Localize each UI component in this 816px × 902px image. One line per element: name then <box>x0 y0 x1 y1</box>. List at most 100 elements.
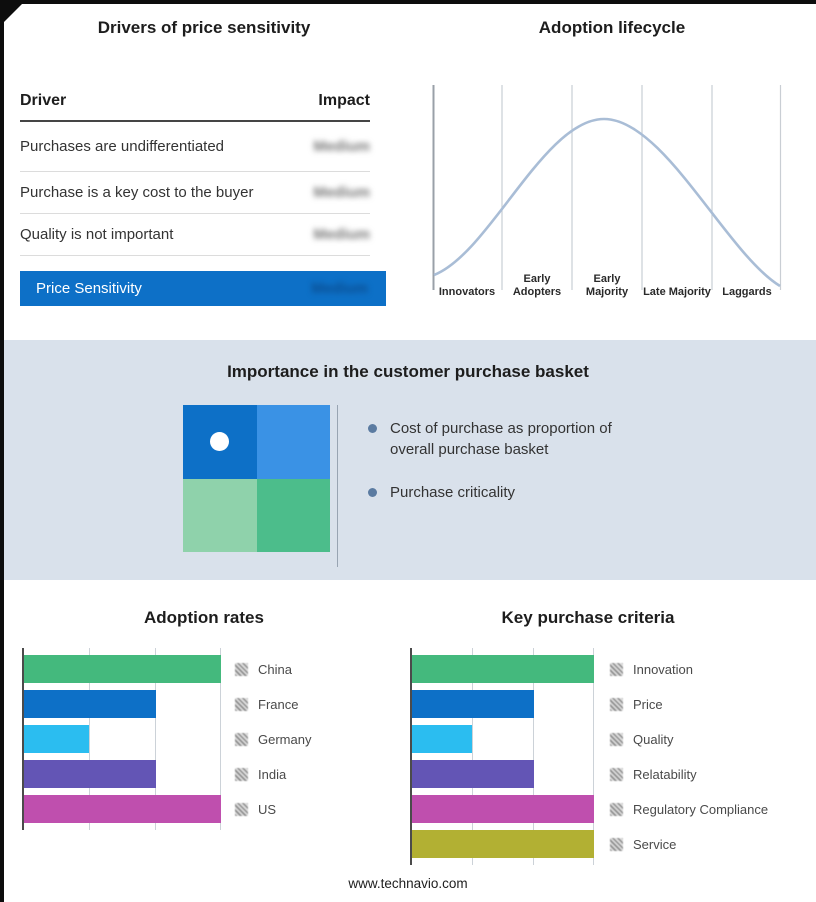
adoption-lifecycle-panel: Adoption lifecycle Innovators Early Adop… <box>408 0 816 340</box>
driver-cell: Purchases are undifferentiated <box>20 138 225 155</box>
top-border <box>0 0 816 4</box>
lifecycle-chart: Innovators Early Adopters Early Majority… <box>432 85 782 298</box>
bar-france <box>24 690 156 718</box>
quadrant-axis-line <box>337 405 338 567</box>
purchase-basket-section: Importance in the customer purchase bask… <box>0 340 816 580</box>
bar-service <box>412 830 594 858</box>
quadrant-cell-bottom-left <box>183 478 257 552</box>
hatch-swatch-icon <box>610 732 623 746</box>
adoption-rates-block: Adoption rates China France Germany India US <box>0 580 408 902</box>
legend-item-us: US <box>235 795 311 823</box>
legend-item-innovation: Innovation <box>610 655 768 683</box>
quadrant-cell-top-left <box>183 405 257 479</box>
stage-label-innovators: Innovators <box>438 285 496 298</box>
driver-cell: Purchase is a key cost to the buyer <box>20 184 254 201</box>
bell-curve-path <box>433 117 781 288</box>
driver-cell: Quality is not important <box>20 226 174 243</box>
hatch-swatch-icon <box>610 837 623 851</box>
legend-label: Quality <box>633 731 674 747</box>
hatch-swatch-icon <box>235 767 248 781</box>
legend-label: India <box>258 766 287 782</box>
hatch-swatch-icon <box>610 662 623 676</box>
legend-label: Innovation <box>633 661 693 677</box>
top-section: Drivers of price sensitivity Driver Impa… <box>0 0 816 340</box>
bar-us <box>24 795 221 823</box>
basket-title: Importance in the customer purchase bask… <box>227 362 589 381</box>
white-dot-icon <box>210 432 229 451</box>
bar-relatability <box>412 760 534 788</box>
legend-item-germany: Germany <box>235 725 311 753</box>
bullet-icon <box>368 488 377 497</box>
legend-label: Regulatory Compliance <box>633 801 769 817</box>
hatch-swatch-icon <box>235 662 248 676</box>
quadrant-cell-bottom-right <box>256 478 330 552</box>
legend-item-price: Price <box>610 690 768 718</box>
legend-item-china: China <box>235 655 311 683</box>
legend-item-service: Service <box>610 830 768 858</box>
quadrant-graphic <box>183 405 330 552</box>
table-row: Purchase is a key cost to the buyer Medi… <box>20 172 370 214</box>
impact-cell-blurred: Medium <box>313 184 370 201</box>
stage-label-late-majority: Late Majority <box>643 285 711 298</box>
corner-fold-icon <box>0 0 26 26</box>
bar-quality <box>412 725 473 753</box>
bullet-icon <box>368 424 377 433</box>
legend-label: Relatability <box>633 766 697 782</box>
stage-labels: Innovators Early Adopters Early Majority… <box>432 273 782 298</box>
adoption-rates-plot <box>22 648 221 830</box>
legend-label: China <box>258 661 292 677</box>
bar-china <box>24 655 221 683</box>
key-purchase-criteria-title: Key purchase criteria <box>501 608 675 627</box>
legend-item-relatability: Relatability <box>610 760 768 788</box>
drivers-table-header: Driver Impact <box>20 92 370 122</box>
drivers-title: Drivers of price sensitivity <box>97 18 311 37</box>
col-driver: Driver <box>20 92 67 109</box>
bullet-item: Cost of purchase as proportion of overal… <box>368 418 638 460</box>
impact-cell-blurred: Medium <box>313 138 370 155</box>
bar-germany <box>24 725 89 753</box>
bullet-text: Purchase criticality <box>390 484 516 501</box>
key-purchase-criteria-plot <box>410 648 594 865</box>
adoption-rates-legend: China France Germany India US <box>235 648 311 830</box>
price-sensitivity-label: Price Sensitivity <box>36 280 142 297</box>
bar-price <box>412 690 534 718</box>
hatch-swatch-icon <box>235 802 248 816</box>
drivers-table: Driver Impact Purchases are undifferenti… <box>20 92 370 256</box>
hatch-swatch-icon <box>235 732 248 746</box>
bar-india <box>24 760 156 788</box>
legend-label: Service <box>633 836 677 852</box>
legend-item-regulatory-compliance: Regulatory Compliance <box>610 795 768 823</box>
bottom-section: Adoption rates China France Germany India US… <box>0 580 816 902</box>
left-border <box>0 0 4 902</box>
website-link[interactable]: www.technavio.com <box>348 876 468 891</box>
col-impact: Impact <box>318 92 370 109</box>
legend-item-quality: Quality <box>610 725 768 753</box>
stage-label-laggards: Laggards <box>722 285 772 298</box>
bell-curve-svg <box>432 85 782 290</box>
price-sensitivity-row: Price Sensitivity Medium <box>20 271 386 306</box>
hatch-swatch-icon <box>610 802 623 816</box>
hatch-swatch-icon <box>610 697 623 711</box>
bullet-item: Purchase criticality <box>368 482 638 503</box>
key-purchase-criteria-legend: Innovation Price Quality Relatability Regula… <box>610 648 768 865</box>
quadrant-cell-top-right <box>256 405 330 479</box>
bar-regulatory-compliance <box>412 795 594 823</box>
legend-label: US <box>258 801 277 817</box>
stage-label-early-adopters: Early Adopters <box>512 273 562 298</box>
stage-label-early-majority: Early Majority <box>585 273 629 298</box>
bullet-text: Cost of purchase as proportion of overal… <box>390 420 612 458</box>
impact-cell-blurred: Medium <box>311 280 368 297</box>
legend-item-france: France <box>235 690 311 718</box>
legend-label: Price <box>633 696 663 712</box>
table-row: Purchases are undifferentiated Medium <box>20 122 370 172</box>
key-purchase-criteria-block: Key purchase criteria Innovation Price Qua… <box>408 580 816 902</box>
impact-cell-blurred: Medium <box>313 226 370 243</box>
hatch-swatch-icon <box>610 767 623 781</box>
adoption-rates-title: Adoption rates <box>144 608 264 627</box>
legend-item-india: India <box>235 760 311 788</box>
hatch-swatch-icon <box>235 697 248 711</box>
basket-bullets: Cost of purchase as proportion of overal… <box>368 418 638 525</box>
lifecycle-title: Adoption lifecycle <box>538 18 686 37</box>
legend-label: France <box>258 696 299 712</box>
drivers-panel: Drivers of price sensitivity Driver Impa… <box>0 0 408 340</box>
